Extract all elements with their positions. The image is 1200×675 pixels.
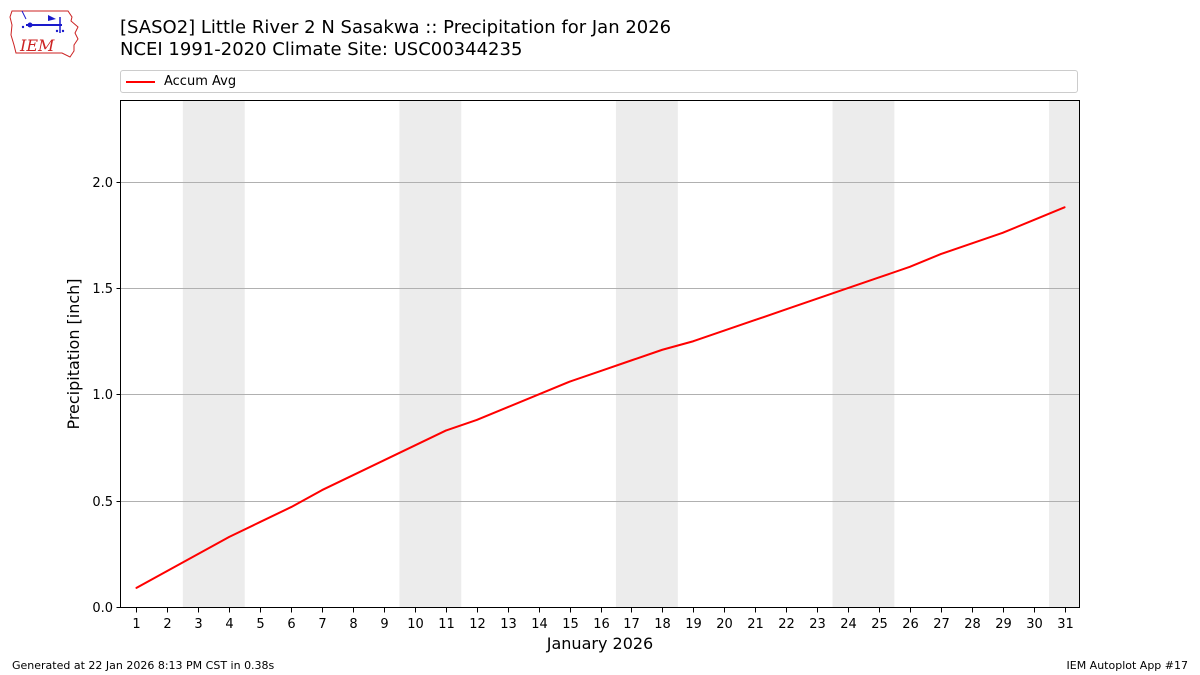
data-point xyxy=(321,489,323,491)
data-point xyxy=(228,536,231,538)
x-tick-label: 22 xyxy=(778,617,795,632)
data-point xyxy=(723,329,726,332)
x-tick-label: 19 xyxy=(685,617,702,632)
weekend-band xyxy=(182,101,245,607)
data-point xyxy=(661,348,664,351)
iem-logo: IEM xyxy=(9,10,79,58)
x-tick-label: 12 xyxy=(469,617,486,632)
x-tick-label: 27 xyxy=(933,617,950,632)
data-point xyxy=(878,276,880,279)
x-tick-label: 1 xyxy=(132,617,140,632)
data-point xyxy=(816,297,818,300)
data-point xyxy=(939,253,942,255)
data-point xyxy=(754,319,756,321)
x-tick-label: 16 xyxy=(593,617,610,632)
data-point xyxy=(445,429,447,432)
y-tick-label: 0.0 xyxy=(92,601,113,616)
x-tick-label: 14 xyxy=(531,617,548,632)
data-point xyxy=(847,287,849,289)
x-tick-label: 4 xyxy=(225,617,233,632)
series-line-accum-avg xyxy=(135,206,1066,589)
data-point xyxy=(1032,219,1035,221)
x-tick-label: 30 xyxy=(1026,617,1043,632)
data-point xyxy=(352,474,354,476)
x-tick-label: 17 xyxy=(623,617,640,632)
footer-app-label: IEM Autoplot App #17 xyxy=(1066,659,1189,672)
y-tick-label: 0.5 xyxy=(92,495,113,510)
y-tick-label: 2.0 xyxy=(92,176,113,191)
x-tick-label: 26 xyxy=(902,617,919,632)
data-point xyxy=(414,444,416,447)
legend-label-accum-avg: Accum Avg xyxy=(164,74,237,89)
x-tick-label: 11 xyxy=(438,617,455,632)
data-point xyxy=(537,393,540,396)
chart-title: [SASO2] Little River 2 N Sasakwa :: Prec… xyxy=(120,17,672,38)
x-tick-label: 8 xyxy=(349,617,357,632)
weather-vane-icon xyxy=(48,15,56,21)
data-point xyxy=(135,587,138,589)
y-tick-label: 1.5 xyxy=(92,282,113,297)
iowa-outline-shape xyxy=(9,10,79,58)
data-point xyxy=(970,242,973,245)
weekend-band xyxy=(1049,101,1080,607)
x-tick-label: 10 xyxy=(407,617,424,632)
x-tick-label: 28 xyxy=(964,617,981,632)
x-tick-label: 23 xyxy=(809,617,826,632)
weekend-band xyxy=(832,101,895,607)
x-tick-label: 2 xyxy=(163,617,171,632)
data-point xyxy=(259,521,262,523)
x-tick-label: 18 xyxy=(654,617,671,632)
data-point xyxy=(785,308,787,311)
x-tick-label: 20 xyxy=(716,617,733,632)
legend-swatch-accum-avg xyxy=(126,81,155,83)
x-tick-label: 3 xyxy=(194,617,202,632)
data-point xyxy=(692,340,695,343)
data-point xyxy=(383,459,385,462)
chart-subtitle: NCEI 1991-2020 Climate Site: USC00344235 xyxy=(120,39,523,60)
data-point xyxy=(1063,206,1066,209)
data-point xyxy=(166,570,169,572)
x-tick-label: 9 xyxy=(380,617,388,632)
y-tick-label: 1.0 xyxy=(92,388,113,403)
data-point xyxy=(290,506,292,508)
x-tick-label: 6 xyxy=(287,617,295,632)
data-point xyxy=(1001,232,1004,234)
data-point xyxy=(568,380,571,383)
x-tick-label: 24 xyxy=(840,617,857,632)
x-tick-label: 15 xyxy=(562,617,579,632)
x-axis-label: January 2026 xyxy=(546,634,653,653)
x-tick-label: 5 xyxy=(256,617,264,632)
x-tick-label: 29 xyxy=(995,617,1012,632)
x-tick-label: 31 xyxy=(1057,617,1074,632)
plot-area-frame xyxy=(120,100,1080,608)
y-axis-label: Precipitation [inch] xyxy=(64,278,83,429)
weekend-band xyxy=(399,101,462,607)
x-tick-label: 21 xyxy=(747,617,764,632)
data-point xyxy=(599,370,602,372)
data-point xyxy=(909,266,911,268)
x-tick-label: 13 xyxy=(500,617,517,632)
x-tick-label: 25 xyxy=(871,617,888,632)
iem-logo-text: IEM xyxy=(19,36,55,55)
footer-generated-text: Generated at 22 Jan 2026 8:13 PM CST in … xyxy=(12,659,275,672)
x-tick-label: 7 xyxy=(318,617,326,632)
data-point xyxy=(506,406,509,408)
data-point xyxy=(630,359,633,362)
weekend-band xyxy=(615,101,678,607)
data-point xyxy=(475,419,478,421)
legend: Accum Avg xyxy=(120,70,1078,93)
data-point xyxy=(197,553,200,555)
